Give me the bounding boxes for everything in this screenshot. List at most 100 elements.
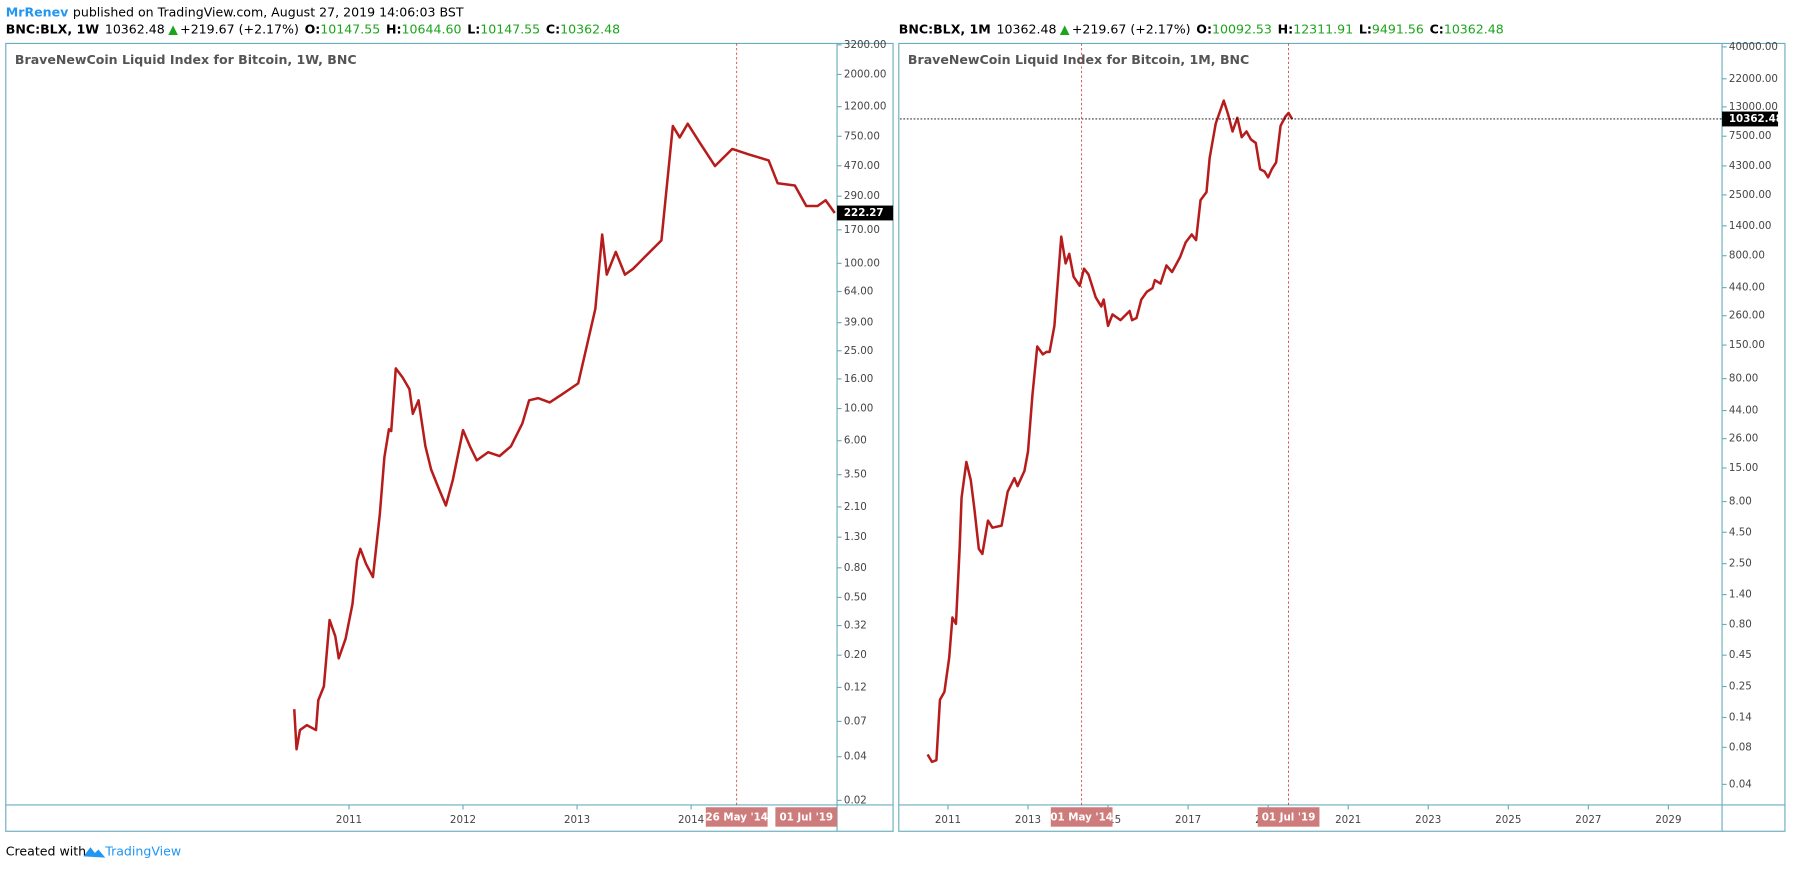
legend-arrow: ▲: [168, 21, 178, 36]
y-tick-label: 6.00: [844, 435, 867, 447]
y-tick-label: 2.50: [1729, 558, 1752, 570]
ohlc-legend: BNC:BLX, 1M 10362.48 ▲ +219.67 (+2.17%) O:10…: [899, 21, 1504, 36]
legend-h-label: H:: [1278, 21, 1294, 36]
x-tick-label: 2025: [1495, 814, 1521, 826]
y-tick-label: 25.00: [844, 345, 873, 357]
y-tick-label: 0.12: [844, 681, 867, 693]
legend-c-label: C:: [1430, 21, 1444, 36]
published: published on TradingView.com, August 27,…: [73, 4, 464, 19]
y-tick-label: 440.00: [1729, 282, 1765, 294]
y-tick-label: 0.25: [1729, 681, 1752, 693]
y-tick-label: 0.50: [844, 591, 867, 603]
x-tick-label: 2029: [1655, 814, 1681, 826]
y-tick-label: 0.04: [844, 751, 867, 763]
publish-line: MrRenev published on TradingView.com, Aug…: [6, 4, 464, 19]
y-tick-label: 80.00: [1729, 373, 1758, 385]
y-tick-label: 0.08: [1729, 741, 1752, 753]
author[interactable]: MrRenev: [6, 4, 69, 19]
x-tick-label: 2027: [1575, 814, 1601, 826]
x-tick-label: 2013: [1015, 814, 1041, 826]
y-tick-label: 1.40: [1729, 589, 1752, 601]
legends: BNC:BLX, 1W 10362.48 ▲ +219.67 (+2.17%) O:10…: [6, 21, 1504, 36]
y-tick-label: 39.00: [844, 317, 873, 329]
y-tick-label: 7500.00: [1729, 130, 1772, 142]
legend-l: 10147.55: [480, 21, 540, 36]
y-tick-label: 100.00: [844, 257, 880, 269]
legend-change: +219.67 (+2.17%): [1072, 21, 1191, 36]
y-tick-label: 4.50: [1729, 526, 1752, 538]
price-line: [926, 99, 1294, 764]
legend-l: 9491.56: [1372, 21, 1424, 36]
footer-brand[interactable]: TradingView: [104, 843, 181, 858]
crosshair-label: 01 May '14: [1050, 812, 1112, 824]
y-tick-label: 290.00: [844, 190, 880, 202]
last-price-box: [1722, 111, 1779, 127]
y-tick-label: 15.00: [1729, 462, 1758, 474]
y-tick-label: 0.04: [1729, 778, 1752, 790]
y-tick-label: 40000.00: [1729, 41, 1778, 53]
x-tick-label: 2011: [935, 814, 961, 826]
y-tick-label: 170.00: [844, 224, 880, 236]
x-tick-label: 2021: [1335, 814, 1361, 826]
crosshair-label: 01 Jul '19: [779, 812, 833, 824]
chart-title: BraveNewCoin Liquid Index for Bitcoin, 1…: [15, 52, 357, 67]
legend-symbol: BNC:BLX, 1W: [6, 21, 99, 36]
y-tick-label: 800.00: [1729, 250, 1765, 262]
x-tick-label: 2012: [450, 814, 476, 826]
footer-created: Created with: [6, 843, 86, 858]
y-tick-label: 0.80: [844, 562, 867, 574]
price-line: [293, 122, 836, 751]
legend-last: 10362.48: [997, 21, 1057, 36]
y-tick-label: 0.80: [1729, 618, 1752, 630]
y-tick-label: 26.00: [1729, 433, 1758, 445]
y-tick-label: 64.00: [844, 285, 873, 297]
legend-change: +219.67 (+2.17%): [180, 21, 299, 36]
legend-o: 10147.55: [320, 21, 380, 36]
last-price-box: [837, 205, 894, 221]
y-tick-label: 8.00: [1729, 496, 1752, 508]
x-tick-label: 2023: [1415, 814, 1441, 826]
logo: [83, 847, 106, 858]
y-tick-label: 44.00: [1729, 405, 1758, 417]
y-tick-label: 1.30: [844, 531, 867, 543]
x-tick-label: 2013: [564, 814, 590, 826]
x-tick-label: 2014: [678, 814, 704, 826]
y-tick-label: 10.00: [844, 403, 873, 415]
legend-o: 10092.53: [1212, 21, 1272, 36]
legend-o-label: O:: [305, 21, 321, 36]
panel-frame: [898, 42, 1786, 832]
legend-l-label: L:: [467, 21, 480, 36]
panel-frame: [5, 42, 894, 832]
y-tick-label: 470.00: [844, 160, 880, 172]
legend-h-label: H:: [386, 21, 402, 36]
last-price-label: 222.27: [844, 207, 884, 219]
legend-o-label: O:: [1196, 21, 1212, 36]
legend-l-label: L:: [1359, 21, 1372, 36]
crosshair-label-box: [705, 807, 768, 827]
y-tick-label: 16.00: [844, 373, 873, 385]
y-tick-label: 2.10: [844, 501, 867, 513]
legend-symbol: BNC:BLX, 1M: [899, 21, 991, 36]
y-tick-label: 260.00: [1729, 310, 1765, 322]
crosshair-label: 26 May '14: [705, 812, 767, 824]
y-tick-label: 0.20: [844, 649, 867, 661]
legend-h: 10644.60: [402, 21, 462, 36]
x-tick-label: 2011: [336, 814, 362, 826]
y-tick-label: 22000.00: [1729, 73, 1778, 85]
y-tick-label: 13000.00: [1729, 101, 1778, 113]
legend-c: 10362.48: [1444, 21, 1504, 36]
y-tick-label: 3.50: [844, 469, 867, 481]
y-tick-label: 4300.00: [1729, 160, 1772, 172]
crosshair-label-box: [1257, 807, 1320, 827]
y-tick-label: 0.14: [1729, 712, 1752, 724]
y-tick-label: 1200.00: [844, 101, 887, 113]
x-tick-label: 2017: [1175, 814, 1201, 826]
y-tick-label: 2000.00: [844, 68, 887, 80]
y-tick-label: 0.32: [844, 620, 867, 632]
crosshair-label-box: [775, 807, 838, 827]
legend-arrow: ▲: [1060, 21, 1070, 36]
legend-last: 10362.48: [105, 21, 165, 36]
chart-title: BraveNewCoin Liquid Index for Bitcoin, 1…: [908, 52, 1249, 67]
y-tick-label: 0.02: [844, 794, 867, 806]
